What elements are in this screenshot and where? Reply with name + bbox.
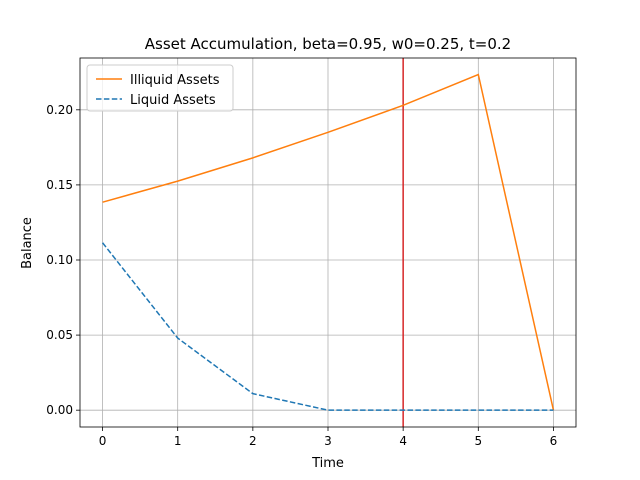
x-tick-label-2: 2	[249, 434, 257, 448]
legend: Illiquid Assets Liquid Assets	[86, 64, 234, 112]
y-tick-label-1: 0.05	[46, 328, 73, 342]
legend-label-liquid-assets: Liquid Assets	[130, 93, 216, 108]
legend-label-illiquid-assets: Illiquid Assets	[130, 73, 220, 88]
y-axis-label: Balance	[20, 217, 35, 269]
x-tick-label-1: 1	[174, 434, 182, 448]
x-tick-label-5: 5	[474, 434, 482, 448]
x-tick-label-6: 6	[550, 434, 558, 448]
plot-area: 0 1 2 3 4 5 6 0.00 0.05 0.10 0.15 0.20	[46, 57, 577, 448]
y-tick-label-2: 0.10	[46, 253, 73, 267]
series-line-liquid-assets	[101, 242, 554, 411]
x-tick-label-3: 3	[324, 434, 332, 448]
x-tick-label-0: 0	[99, 434, 107, 448]
series-line-illiquid-assets	[102, 73, 555, 411]
y-tick-label-4: 0.20	[46, 103, 73, 117]
y-tick-label-3: 0.15	[46, 178, 73, 192]
y-tick-label-0: 0.00	[46, 403, 73, 417]
chart-title: Asset Accumulation, beta=0.95, w0=0.25, …	[145, 35, 511, 53]
legend-box	[86, 64, 234, 112]
x-axis-label: Time	[311, 456, 344, 471]
x-tick-label-4: 4	[399, 434, 407, 448]
